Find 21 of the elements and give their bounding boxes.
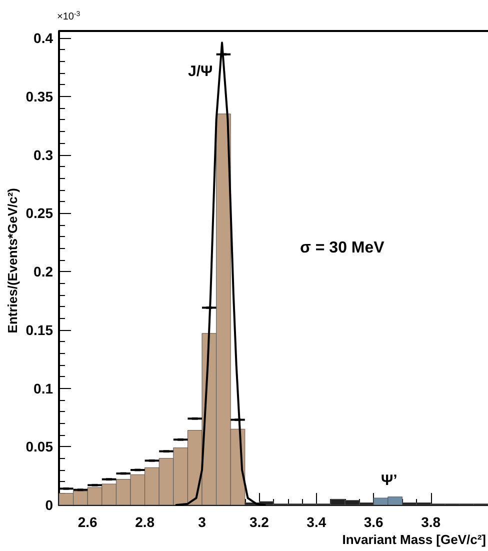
x-tick-label: 3 bbox=[198, 514, 206, 530]
x-tick-label: 3.6 bbox=[364, 514, 384, 530]
annotation: Ψ’ bbox=[381, 472, 398, 489]
y-tick-label: 0.3 bbox=[34, 146, 54, 163]
y-tick-label: 0.25 bbox=[26, 205, 54, 222]
x-tick-label: 3.8 bbox=[421, 514, 441, 530]
x-tick-label: 3.2 bbox=[249, 514, 270, 530]
y-tick-label: 0.4 bbox=[34, 30, 54, 46]
y-tick-label: 0.35 bbox=[26, 88, 54, 104]
y-axis-title: Entries/(Events*GeV/c²) bbox=[5, 188, 20, 334]
y-tick-label: 0.05 bbox=[26, 438, 54, 455]
x-tick-label: 2.6 bbox=[78, 514, 98, 530]
y-tick-label: 0.1 bbox=[34, 380, 54, 396]
y-tick-label: 0.15 bbox=[26, 322, 54, 338]
annotation: J/Ψ bbox=[188, 63, 213, 80]
x-axis-title: Invariant Mass [GeV/c²] bbox=[342, 532, 486, 547]
annotation: σ = 30 MeV bbox=[300, 240, 385, 256]
x-tick-label: 2.8 bbox=[135, 514, 155, 530]
y-tick-label: 0.2 bbox=[34, 264, 54, 280]
y-tick-label: 0 bbox=[45, 497, 54, 513]
x-tick-label: 3.4 bbox=[306, 514, 326, 530]
